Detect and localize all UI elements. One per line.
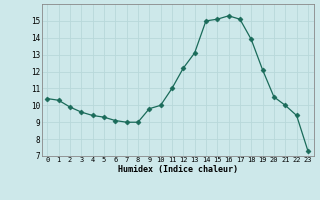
X-axis label: Humidex (Indice chaleur): Humidex (Indice chaleur) — [118, 165, 237, 174]
